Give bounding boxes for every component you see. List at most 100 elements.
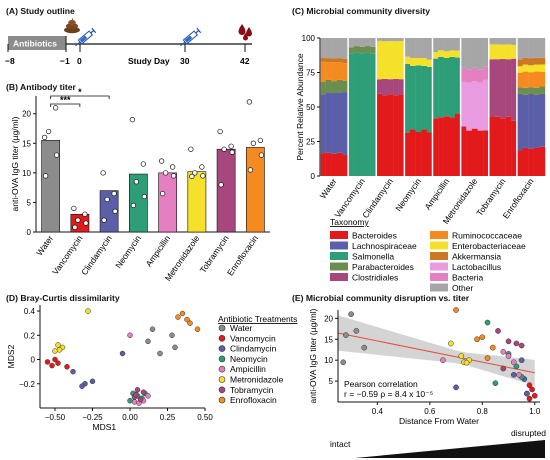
stack-segment	[505, 38, 512, 45]
legend-marker	[218, 365, 226, 373]
data-point	[82, 211, 88, 217]
data-point	[53, 152, 60, 158]
stack-segment	[426, 132, 433, 176]
data-point	[55, 342, 61, 348]
stack-segment	[365, 38, 371, 47]
data-point	[170, 173, 177, 179]
stack-segment	[336, 38, 343, 59]
stack-segment	[320, 81, 326, 95]
stack-segment	[511, 44, 518, 59]
stack-segment	[483, 38, 489, 67]
data-point	[85, 308, 91, 314]
stack-segment	[477, 38, 484, 70]
stack-segment	[471, 38, 478, 68]
stack-segment	[421, 38, 428, 59]
data-point	[440, 357, 446, 364]
data-point	[145, 338, 151, 345]
stack-segment	[533, 147, 540, 176]
stack-segment	[331, 62, 338, 82]
stack-segment	[336, 58, 343, 63]
legend-marker	[218, 334, 226, 342]
legend-swatch	[430, 241, 448, 250]
data-point	[510, 359, 517, 366]
stack-segment	[320, 38, 326, 58]
stack-segment	[443, 51, 450, 58]
antibiotics-bar	[8, 36, 66, 50]
stack-segment	[381, 78, 388, 96]
data-point	[247, 167, 254, 173]
data-point	[52, 356, 58, 363]
stack-segment	[410, 58, 416, 66]
data-point	[453, 384, 459, 391]
stack-segment	[336, 92, 343, 153]
data-point	[458, 353, 465, 359]
data-point	[64, 364, 70, 370]
data-point	[479, 334, 486, 341]
significance-bracket	[50, 103, 81, 107]
study-outline: Antibiotics −8 −1 0 Study Day 30 42	[5, 18, 252, 66]
confidence-band	[338, 315, 535, 386]
data-point	[44, 359, 51, 365]
stack-segment	[398, 38, 405, 42]
stack-segment	[460, 126, 467, 176]
legend-swatch	[330, 241, 348, 250]
legend-swatch	[430, 273, 448, 281]
legend-label: Enterobacteriaceae	[452, 241, 526, 251]
legend-swatch	[330, 262, 348, 271]
y-axis-label: anti-OVA IgG titer (µg/ml)	[10, 116, 20, 211]
data-point	[199, 164, 205, 170]
x-tick-label: Neomycin	[393, 176, 423, 213]
data-point	[42, 173, 49, 179]
data-point	[353, 328, 360, 334]
disruption-vs-titer-chart: 0.4 0.6 0.8 1.0 5 10 15 20 anti-OVA IgG titer (µ…	[308, 307, 546, 458]
y-tick-label: 5	[27, 198, 32, 207]
bray-curtis-chart: −0.50 −0.25 0.00 0.25 0.50 −0.2 0 0.2 0.4 MDS1 MDS…	[6, 305, 297, 432]
stack-segment	[522, 87, 529, 95]
stack-segment	[342, 38, 349, 59]
stack-segment	[353, 46, 360, 53]
data-point	[137, 396, 144, 403]
stack-segment	[500, 59, 506, 119]
data-point	[79, 383, 85, 389]
legend-label: Ruminococcaceae	[452, 231, 522, 241]
stack-segment	[460, 38, 467, 68]
data-point	[188, 146, 194, 152]
data-point	[474, 336, 480, 343]
antibiotics-label: Antibiotics	[13, 39, 57, 49]
syringe-icon	[180, 27, 202, 47]
stack-segment	[393, 78, 399, 96]
stack-segment	[511, 120, 518, 176]
stack-segment	[539, 86, 546, 94]
stack-segment	[325, 62, 332, 80]
legend-swatch	[430, 283, 448, 292]
stack-segment	[455, 57, 461, 114]
data-point	[526, 395, 533, 402]
panel-c-title: (C) Microbial community diversity	[292, 6, 431, 16]
stack-segment	[432, 38, 439, 53]
data-point	[524, 390, 530, 397]
stack-segment	[539, 64, 546, 72]
data-point	[159, 190, 166, 197]
data-point	[75, 217, 81, 223]
data-point	[89, 378, 96, 385]
stack-segment	[443, 57, 450, 117]
data-point	[52, 105, 59, 111]
stack-segment	[488, 44, 495, 60]
stack-segment	[370, 46, 377, 54]
stack-segment	[488, 38, 495, 45]
stack-segment	[398, 94, 405, 176]
data-point	[52, 348, 58, 354]
data-point	[192, 170, 198, 176]
x-tick-label: Ampicillin	[143, 233, 172, 268]
data-point	[229, 149, 235, 155]
stack-segment	[376, 40, 383, 80]
stack-segment	[410, 129, 416, 176]
stack-segment	[488, 59, 495, 117]
data-point	[453, 307, 459, 313]
stack-segment	[404, 132, 411, 176]
stack-segment	[348, 38, 354, 48]
data-point	[484, 355, 491, 361]
stack-segment	[528, 148, 534, 176]
